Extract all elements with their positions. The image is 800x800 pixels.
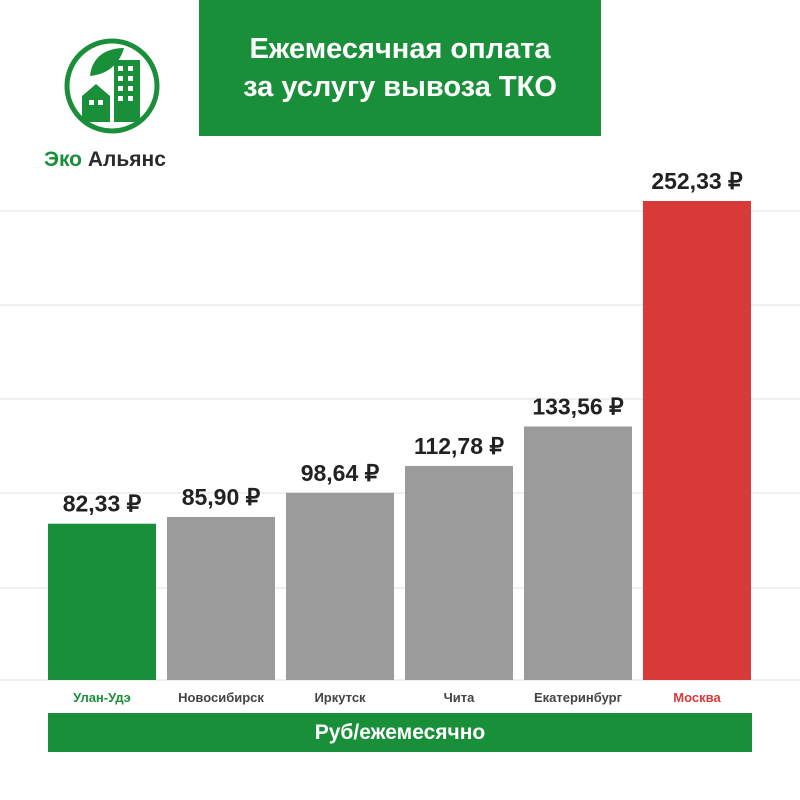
- value-label-4: 133,56 ₽: [532, 393, 624, 419]
- category-label-2: Иркутск: [314, 690, 366, 705]
- bar-4: [524, 426, 632, 680]
- unit-label: Руб/ежемесячно: [314, 720, 486, 744]
- bar-2: [286, 492, 394, 680]
- chart-title-line-1: Ежемесячная оплата: [249, 33, 551, 65]
- brand-logo: Эко Альянс: [44, 36, 194, 176]
- category-label-1: Новосибирск: [178, 690, 264, 705]
- bar-3: [405, 465, 513, 680]
- value-label-0: 82,33 ₽: [63, 491, 142, 517]
- value-label-2: 98,64 ₽: [301, 460, 380, 486]
- category-label-0: Улан-Удэ: [73, 690, 131, 705]
- value-label-5: 252,33 ₽: [651, 168, 743, 194]
- bar-1: [167, 516, 275, 680]
- bar-5: [643, 201, 751, 680]
- brand-name: Эко Альянс: [44, 148, 166, 171]
- eco-building-leaf-icon: [64, 38, 160, 134]
- unit-label-bar: Руб/ежемесячно: [48, 713, 752, 752]
- category-label-4: Екатеринбург: [534, 690, 623, 705]
- chart-title-line-2: за услугу вывоза ТКО: [243, 71, 557, 103]
- category-label-3: Чита: [444, 690, 475, 705]
- bar-0: [48, 523, 156, 680]
- category-label-5: Москва: [673, 690, 721, 705]
- value-label-3: 112,78 ₽: [414, 433, 504, 459]
- value-label-1: 85,90 ₽: [182, 484, 261, 510]
- chart-title: Ежемесячная оплата за услугу вывоза ТКО: [199, 0, 601, 136]
